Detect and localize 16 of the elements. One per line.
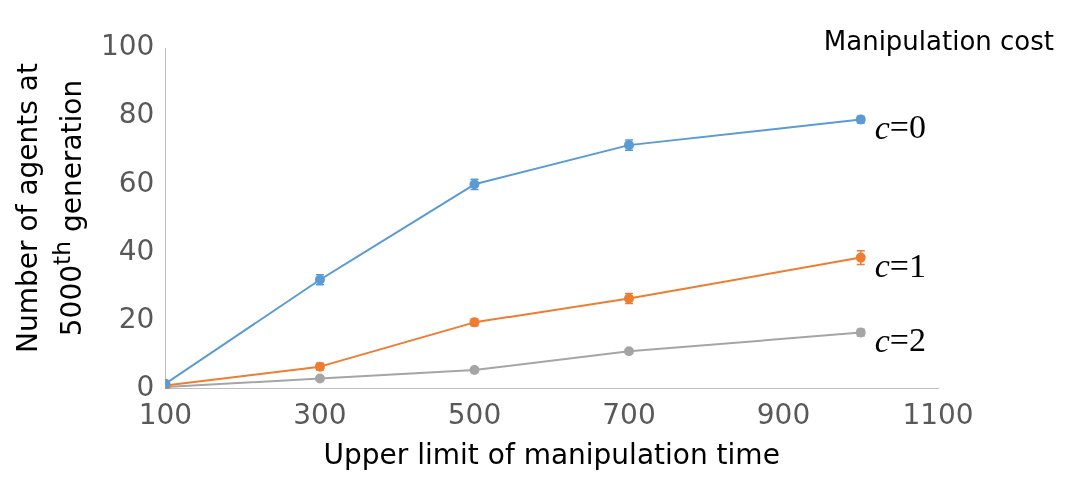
x-tick-label: 500 xyxy=(447,397,502,431)
y-tick-label: 80 xyxy=(118,97,155,131)
series-label: c=1 xyxy=(874,246,927,284)
y-tick-label: 60 xyxy=(118,165,155,199)
x-tick-label: 900 xyxy=(756,397,811,431)
y-tick-label: 0 xyxy=(136,370,155,404)
x-tick-label: 300 xyxy=(293,397,347,431)
y-tick-label: 40 xyxy=(118,233,155,267)
y-tick-label: 20 xyxy=(118,301,155,335)
legend-title: Manipulation cost xyxy=(823,25,1054,56)
x-tick-label: 700 xyxy=(602,397,656,431)
series-label: c=0 xyxy=(874,108,927,146)
x-axis-title: Upper limit of manipulation time xyxy=(323,438,780,472)
series-label: c=2 xyxy=(874,321,927,359)
x-tick-label: 1100 xyxy=(902,397,974,431)
y-tick-label: 100 xyxy=(100,29,155,63)
